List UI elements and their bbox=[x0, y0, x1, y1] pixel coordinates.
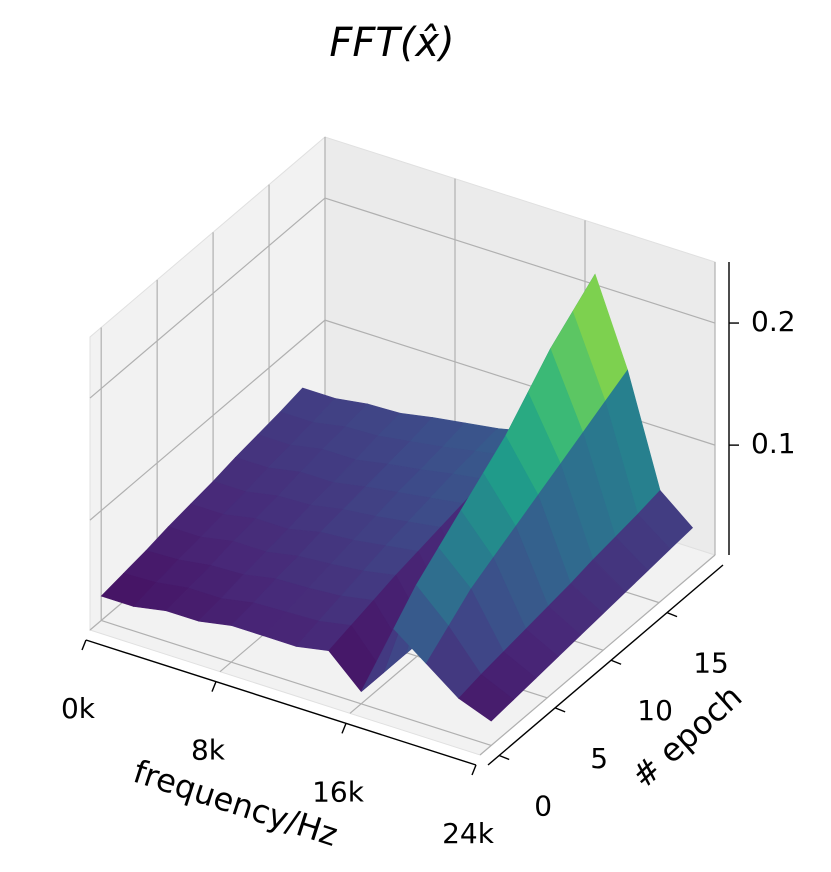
grid-line bbox=[101, 619, 492, 747]
surface-cell bbox=[458, 674, 515, 722]
x-tick-label: 8k bbox=[191, 734, 226, 767]
grid-line bbox=[89, 197, 326, 399]
x-tick bbox=[81, 639, 87, 651]
x-tick-label: 0k bbox=[61, 692, 96, 725]
grid-line bbox=[89, 319, 326, 521]
surface bbox=[100, 273, 694, 722]
z-tick-label: 0.2 bbox=[751, 305, 796, 338]
grid-line bbox=[479, 554, 716, 756]
chart-title: FFT(x̂) bbox=[329, 20, 454, 66]
z-tick-label: 0.1 bbox=[751, 427, 796, 460]
grid-line bbox=[324, 197, 716, 324]
y-tick bbox=[498, 754, 510, 761]
y-tick bbox=[610, 659, 622, 665]
x-axis-label: frequency/Hz bbox=[129, 752, 343, 854]
y-tick-label: 10 bbox=[637, 694, 673, 727]
y-tick-label: 0 bbox=[534, 789, 552, 822]
x-tick-label: 24k bbox=[442, 817, 495, 850]
grid-line bbox=[324, 319, 716, 446]
axes: 0k 8k 16k 24k 0 5 10 15 0.1 0.2 bbox=[61, 262, 796, 850]
y-axis bbox=[487, 564, 724, 766]
y-tick-label: 5 bbox=[590, 742, 608, 775]
x-tick bbox=[211, 681, 217, 692]
y-tick-label: 15 bbox=[693, 647, 729, 680]
x-axis bbox=[85, 639, 477, 766]
y-tick bbox=[666, 611, 678, 618]
x-tick bbox=[471, 764, 477, 776]
x-tick bbox=[341, 723, 347, 734]
x-tick-label: 16k bbox=[312, 775, 365, 808]
y-tick bbox=[554, 707, 566, 713]
